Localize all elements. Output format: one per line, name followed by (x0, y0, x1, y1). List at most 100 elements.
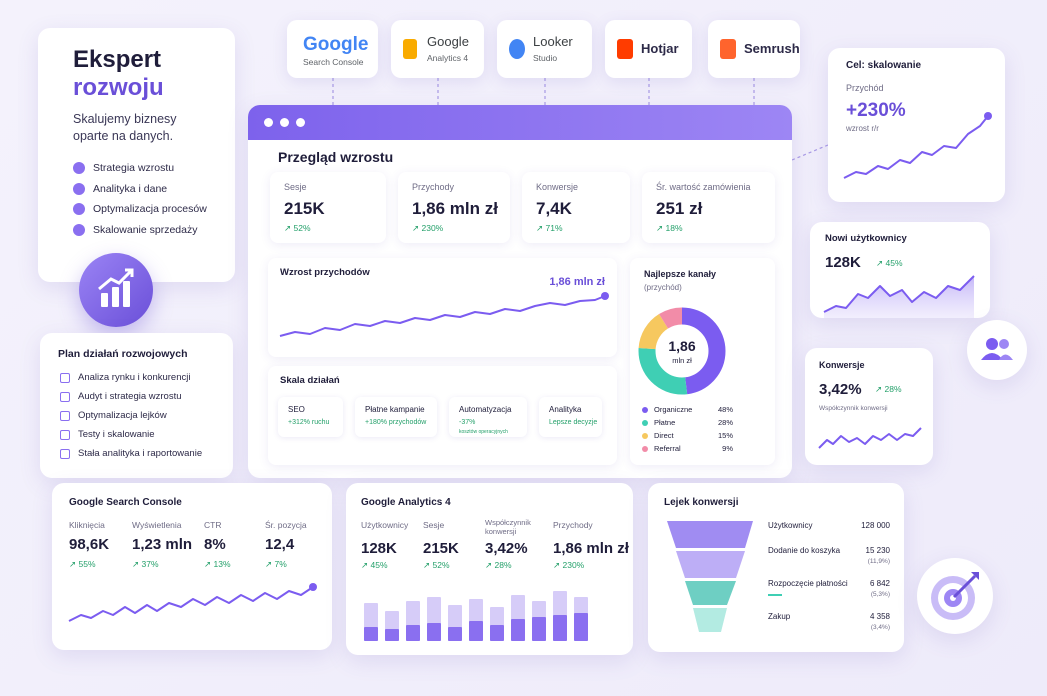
kpi-label: Śr. wartość zamówienia (656, 182, 751, 192)
donut-segment (638, 307, 726, 395)
hero-title: rozwoju (73, 74, 164, 101)
kpi-value: 215K (284, 199, 325, 218)
metric-value: 3,42% (485, 540, 528, 557)
metric-label: Śr. pozycja (265, 520, 307, 530)
funnel-name: Użytkownicy (768, 521, 813, 530)
channels-card: Najlepsze kanały (przychód) 1,86 mln zł Orga… (630, 258, 775, 465)
kpi-change: ↗ 52% (284, 223, 311, 233)
scale-card: Skala działań SEO +312% ruchu Płatne kampan… (268, 366, 617, 465)
funnel-marker (768, 594, 782, 596)
tool-card: Semrush (708, 20, 800, 78)
goal-card: Cel: skalowanie Przychód +230% wzrost r/r (828, 48, 1005, 202)
tool-name: Looker (533, 34, 573, 49)
tool-icon (403, 39, 417, 59)
scale-detail: Lepsze decyzje (549, 419, 598, 426)
metric-value: 1,23 mln (132, 536, 193, 553)
bar-front (427, 623, 441, 641)
bar-front (490, 625, 504, 641)
new-users-value: 128K (825, 254, 861, 271)
legend-value: 28% (717, 418, 733, 427)
check-icon (73, 162, 85, 174)
funnel-value: 128 000 (861, 521, 890, 530)
legend-value: 48% (717, 405, 733, 414)
hero-subtitle: Skalujemy biznesy oparte na danych. (73, 112, 177, 143)
tool-sub: Studio (533, 53, 558, 63)
kpi-value: 7,4K (536, 199, 572, 218)
metric-value: 128K (361, 540, 397, 557)
funnel-name: Dodanie do koszyka (768, 546, 841, 555)
metric-label: Sesje (423, 520, 445, 530)
funnel-share: (11,9%) (867, 558, 890, 565)
bar-front (553, 615, 567, 641)
window-bar (248, 105, 792, 140)
plan-item: Testy i skalowanie (78, 429, 155, 440)
tool-name: Google (427, 34, 469, 49)
check-icon (73, 223, 85, 236)
scale-title: Skala działań (280, 375, 340, 386)
metric-label: Współczynnik konwersji (485, 518, 531, 536)
metric-value: 98,6K (69, 536, 110, 553)
kpi-label: Przychody (412, 182, 455, 192)
sparkline (68, 583, 317, 622)
goal-sub: wzrost r/r (846, 124, 879, 133)
kpi-label: Sesje (284, 182, 307, 192)
metric-value: 8% (204, 536, 226, 553)
metric-change: ↗ 52% (423, 560, 450, 570)
funnel-value: 4 358 (869, 612, 890, 621)
tool-card: Hotjar (605, 20, 692, 78)
conversions-change: ↗ 28% (875, 384, 902, 394)
donut (638, 307, 726, 395)
metric-label: CTR (204, 520, 222, 530)
funnel-step (693, 608, 727, 632)
revenue-title: Wzrost przychodów (280, 267, 370, 278)
tool-card: Google Analytics 4 (391, 20, 484, 78)
tool-card: Looker Studio (497, 20, 592, 78)
scale-name: Płatne kampanie (365, 405, 425, 414)
scale-detail: +180% przychodów (365, 419, 427, 426)
tool-sub: Analytics 4 (427, 53, 469, 63)
metric-value: 1,86 mln zł (553, 540, 629, 557)
scale-name: Analityka (549, 405, 582, 414)
bar-front (385, 629, 399, 641)
revenue-value: 1,86 mln zł (549, 276, 605, 288)
sparkline-dot (309, 583, 317, 591)
kpi-change: ↗ 18% (656, 223, 683, 233)
tool-icon (509, 39, 525, 59)
metric-value: 12,4 (265, 536, 295, 553)
metric-change: ↗ 45% (361, 560, 388, 570)
metric-change: ↗ 37% (132, 559, 159, 569)
bar-front (448, 627, 462, 641)
feature: Strategia wzrostu (93, 162, 175, 174)
legend-dot (642, 407, 648, 413)
scale-item: SEO +312% ruchu (278, 397, 343, 437)
bar-front (406, 625, 420, 641)
new-users-title: Nowi użytkownicy (825, 233, 907, 244)
channels-title: Najlepsze kanały (644, 269, 717, 279)
funnel-value: 15 230 (865, 546, 890, 555)
legend-dot (642, 420, 648, 426)
sparkline-dot (984, 112, 992, 120)
bar-front (364, 627, 378, 641)
feature: Analityka i dane (93, 182, 168, 195)
kpi-value: 1,86 mln zł (412, 199, 498, 218)
tool-icon (720, 39, 736, 59)
funnel-share: (3,4%) (870, 624, 890, 631)
sparkline-line (279, 295, 606, 337)
scale-detail: +312% ruchu (288, 419, 330, 426)
main-window: Przegląd wzrostu Sesje 215K ↗ 52% Przychody 1… (248, 105, 792, 478)
scale-name: SEO (288, 405, 305, 414)
metric-label: Przychody (553, 520, 593, 530)
tool-name: Hotjar (641, 41, 679, 56)
bar-front (511, 619, 525, 641)
donut-center-unit: mln zł (672, 356, 692, 365)
kpi-card: Śr. wartość zamówienia 251 zł ↗ 18% (642, 172, 775, 243)
scale-note: kosztów operacyjnych (459, 429, 508, 435)
legend-name: Direct (654, 431, 674, 440)
channels-subtitle: (przychód) (644, 283, 682, 292)
bar-front (532, 617, 546, 641)
metric-label: Kliknięcia (69, 520, 105, 530)
sparkline (843, 112, 992, 179)
plan-icon (60, 373, 70, 383)
legend-value: 15% (717, 431, 733, 440)
new-users-change: ↗ 45% (876, 258, 903, 268)
